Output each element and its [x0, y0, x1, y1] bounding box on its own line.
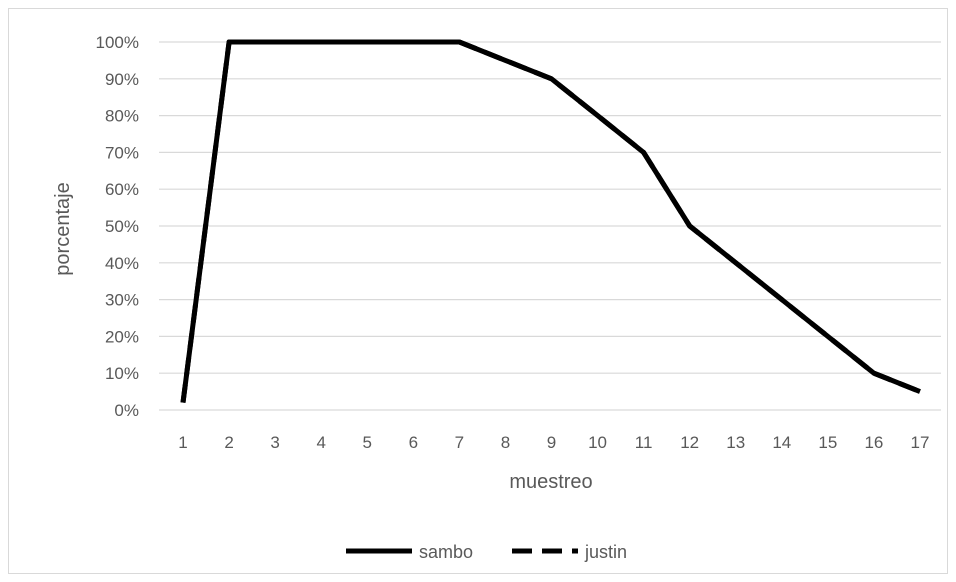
x-tick-label: 7	[455, 433, 464, 452]
series-lines	[180, 39, 921, 403]
gridlines	[159, 41, 941, 411]
legend-item-justin: justin	[512, 542, 627, 562]
x-tick-label: 14	[772, 433, 791, 452]
x-axis-ticks: 1 2 3 4 5 6 7 8 9 10 11 12 13 14 15 16 17	[178, 433, 929, 452]
legend-item-sambo: sambo	[346, 542, 473, 562]
x-tick-label: 8	[501, 433, 510, 452]
x-tick-label: 2	[224, 433, 233, 452]
y-tick-label: 40%	[105, 254, 139, 273]
x-tick-label: 10	[588, 433, 607, 452]
y-tick-label: 20%	[105, 327, 139, 346]
y-tick-label: 90%	[105, 70, 139, 89]
series-line-justin	[180, 39, 921, 403]
x-tick-label: 9	[547, 433, 556, 452]
x-tick-label: 3	[270, 433, 279, 452]
legend-label-sambo: sambo	[419, 542, 473, 562]
x-tick-label: 11	[635, 433, 653, 452]
y-tick-label: 80%	[105, 107, 139, 126]
x-tick-label: 6	[409, 433, 418, 452]
y-tick-label: 0%	[114, 401, 139, 420]
y-tick-label: 30%	[105, 291, 139, 310]
x-tick-label: 16	[864, 433, 883, 452]
x-tick-label: 15	[818, 433, 837, 452]
x-tick-label: 1	[178, 433, 187, 452]
y-tick-label: 100%	[96, 33, 139, 52]
x-tick-label: 4	[316, 433, 325, 452]
y-axis-title: porcentaje	[52, 182, 74, 275]
legend-label-justin: justin	[584, 542, 627, 562]
y-tick-label: 60%	[105, 180, 139, 199]
y-tick-label: 50%	[105, 217, 139, 236]
x-tick-label: 17	[911, 433, 930, 452]
y-tick-label: 10%	[105, 364, 139, 383]
x-tick-label: 12	[680, 433, 699, 452]
x-axis-title: muestreo	[509, 471, 592, 493]
y-tick-label: 70%	[105, 143, 139, 162]
y-axis-ticks: 0% 10% 20% 30% 40% 50% 60% 70% 80% 90% 100%	[96, 33, 139, 420]
x-tick-label: 13	[726, 433, 745, 452]
x-tick-label: 5	[363, 433, 372, 452]
series-line-sambo	[180, 39, 921, 403]
legend: sambo justin	[346, 542, 627, 562]
